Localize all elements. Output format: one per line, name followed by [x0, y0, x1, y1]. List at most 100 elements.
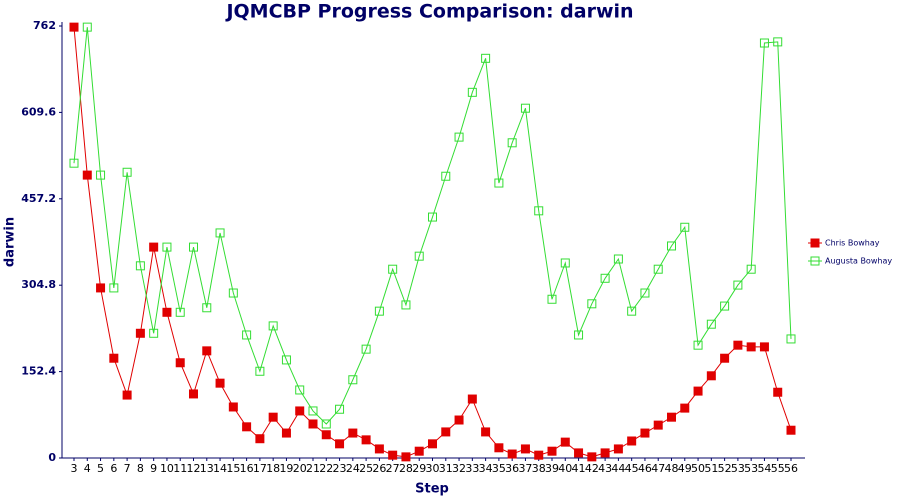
- point: [720, 353, 730, 363]
- point: [494, 178, 504, 188]
- x-tick-label: 10: [160, 462, 174, 475]
- y-tick-label: 152.4: [21, 365, 56, 378]
- point: [162, 307, 172, 317]
- x-tick-label: 14: [213, 462, 227, 475]
- point: [281, 428, 291, 438]
- point: [242, 330, 252, 340]
- x-tick-label: 56: [784, 462, 798, 475]
- x-tick-label: 17: [253, 462, 267, 475]
- point: [82, 170, 92, 180]
- point: [507, 138, 517, 148]
- point: [321, 419, 331, 429]
- point: [175, 358, 185, 368]
- x-tick-label: 46: [638, 462, 652, 475]
- point: [414, 251, 424, 261]
- x-tick-label: 31: [439, 462, 453, 475]
- x-tick-label: 5: [97, 462, 104, 475]
- x-tick-label: 13: [200, 462, 214, 475]
- series-line: [73, 27, 792, 425]
- point: [520, 444, 530, 454]
- point: [202, 346, 212, 356]
- point: [149, 328, 159, 338]
- point: [613, 254, 623, 264]
- point: [122, 390, 132, 400]
- point: [454, 415, 464, 425]
- point: [534, 206, 544, 216]
- x-tick-label: 22: [319, 462, 333, 475]
- y-tick-label: 304.8: [21, 278, 56, 291]
- point: [759, 342, 769, 352]
- y-axis-label: darwin: [3, 217, 18, 267]
- x-tick-label: 40: [558, 462, 572, 475]
- point: [481, 427, 491, 437]
- point: [653, 420, 663, 430]
- legend-label: Chris Bowhay: [825, 239, 880, 248]
- point: [733, 280, 743, 290]
- point: [295, 385, 305, 395]
- point: [149, 242, 159, 252]
- point: [228, 288, 238, 298]
- point: [175, 307, 185, 317]
- point: [560, 258, 570, 268]
- point: [627, 306, 637, 316]
- chart-title: JQMCBP Progress Comparison: darwin: [224, 1, 633, 23]
- point: [308, 406, 318, 416]
- x-tick-label: 39: [545, 462, 559, 475]
- x-tick-label: 28: [399, 462, 413, 475]
- x-tick-label: 30: [426, 462, 440, 475]
- x-tick-label: 16: [240, 462, 254, 475]
- x-tick-label: 49: [678, 462, 692, 475]
- x-tick-label: 51: [704, 462, 718, 475]
- point: [640, 428, 650, 438]
- point: [773, 37, 783, 47]
- point: [773, 387, 783, 397]
- point: [401, 452, 411, 462]
- x-tick-label: 12: [187, 462, 201, 475]
- point: [560, 437, 570, 447]
- legend-label: Augusta Bowhay: [825, 257, 892, 266]
- x-tick-label: 52: [718, 462, 732, 475]
- point: [587, 452, 597, 462]
- point: [613, 444, 623, 454]
- point: [640, 288, 650, 298]
- point: [215, 228, 225, 238]
- x-tick-label: 47: [651, 462, 665, 475]
- point: [667, 241, 676, 251]
- point: [786, 425, 796, 435]
- point: [428, 212, 437, 222]
- x-tick-label: 38: [532, 462, 546, 475]
- x-tick-label: 3: [71, 462, 78, 475]
- point: [96, 283, 106, 293]
- point: [547, 294, 557, 304]
- point: [401, 300, 411, 310]
- point: [189, 242, 198, 252]
- x-tick-label: 43: [598, 462, 612, 475]
- point: [441, 171, 451, 181]
- point: [587, 299, 597, 309]
- x-tick-label: 8: [137, 462, 144, 475]
- point: [335, 439, 345, 449]
- x-tick-label: 7: [124, 462, 131, 475]
- x-tick-label: 53: [731, 462, 745, 475]
- point: [388, 264, 398, 274]
- point: [69, 158, 79, 168]
- x-tick-label: 36: [505, 462, 519, 475]
- x-tick-label: 20: [293, 462, 307, 475]
- point: [428, 439, 437, 449]
- point: [706, 319, 716, 329]
- point: [534, 450, 544, 460]
- point: [759, 38, 769, 48]
- point: [680, 403, 690, 413]
- x-tick-label: 37: [518, 462, 532, 475]
- x-tick-label: 23: [333, 462, 347, 475]
- point: [574, 448, 584, 458]
- x-tick-label: 42: [585, 462, 599, 475]
- legend-swatch: [810, 256, 820, 266]
- point: [348, 428, 358, 438]
- point: [202, 303, 212, 313]
- point: [281, 355, 291, 365]
- point: [162, 242, 172, 252]
- x-tick-label: 54: [757, 462, 771, 475]
- point: [109, 353, 119, 363]
- x-tick-label: 25: [359, 462, 373, 475]
